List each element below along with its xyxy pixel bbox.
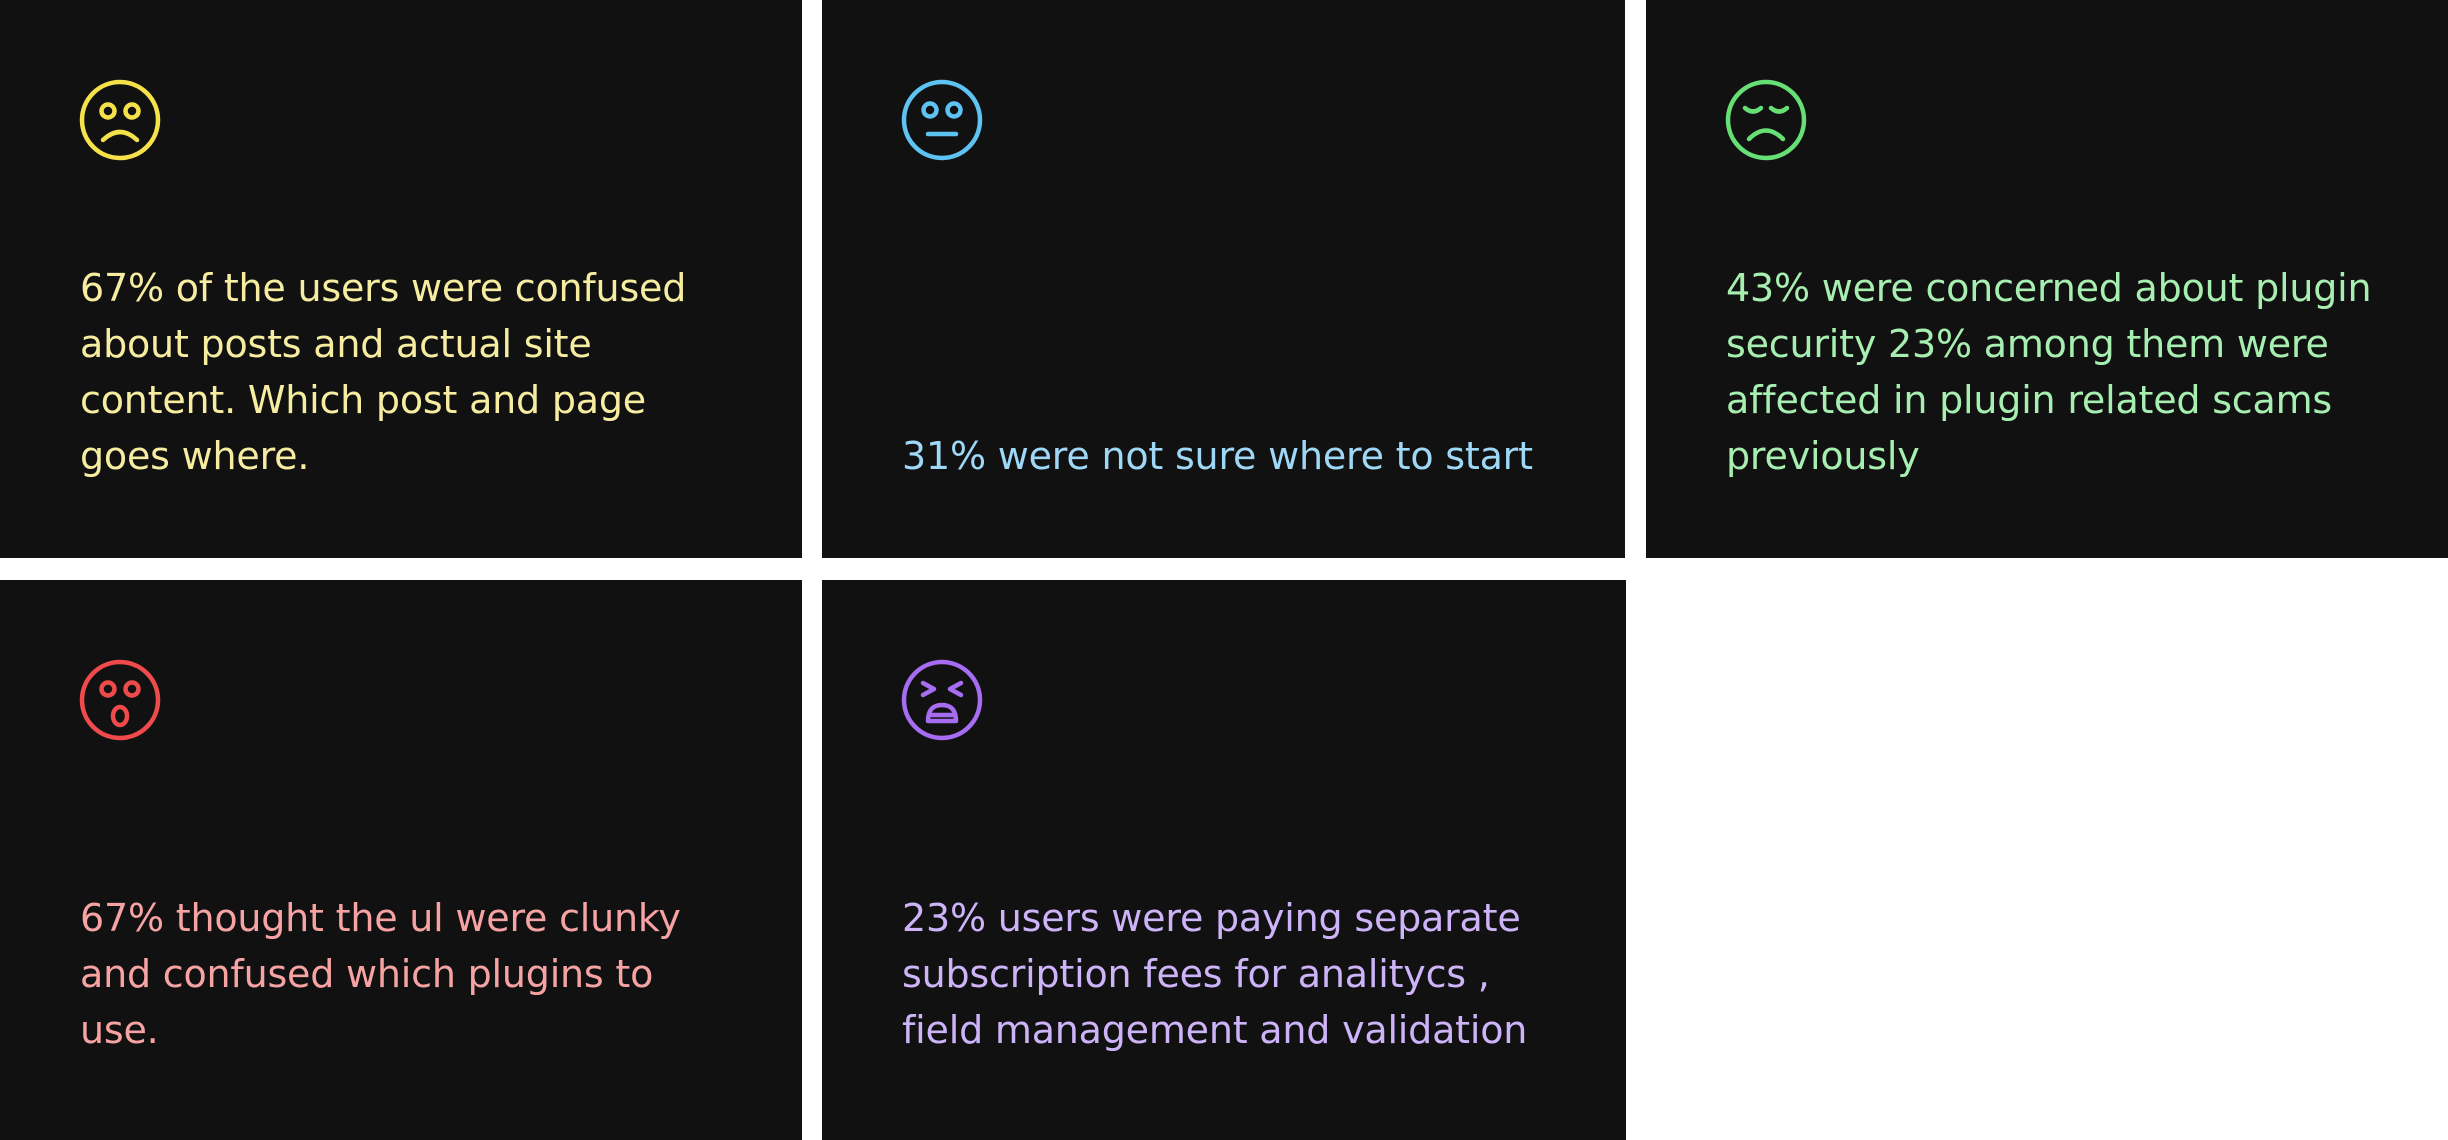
insight-text: 67% of the users were confused about pos…	[80, 266, 687, 478]
pensive-face-icon	[1724, 78, 1808, 162]
insight-card-confused-content: 67% of the users were confused about pos…	[0, 0, 802, 558]
tired-face-icon	[900, 658, 984, 742]
neutral-face-icon	[900, 78, 984, 162]
frowning-face-icon	[78, 78, 162, 162]
insight-card-where-to-start: 31% were not sure where to start	[822, 0, 1625, 558]
insight-text: 43% were concerned about plugin security…	[1726, 266, 2372, 478]
insight-card-clunky-ui: 67% thought the ul were clunky and confu…	[0, 580, 802, 1140]
insight-text: 23% users were paying separate subscript…	[902, 896, 1528, 1052]
astonished-face-icon	[78, 658, 162, 742]
insight-text: 31% were not sure where to start	[902, 434, 1533, 478]
insight-card-plugin-security: 43% were concerned about plugin security…	[1646, 0, 2448, 558]
insight-text: 67% thought the ul were clunky and confu…	[80, 896, 681, 1052]
insight-card-subscription-fees: 23% users were paying separate subscript…	[822, 580, 1626, 1140]
